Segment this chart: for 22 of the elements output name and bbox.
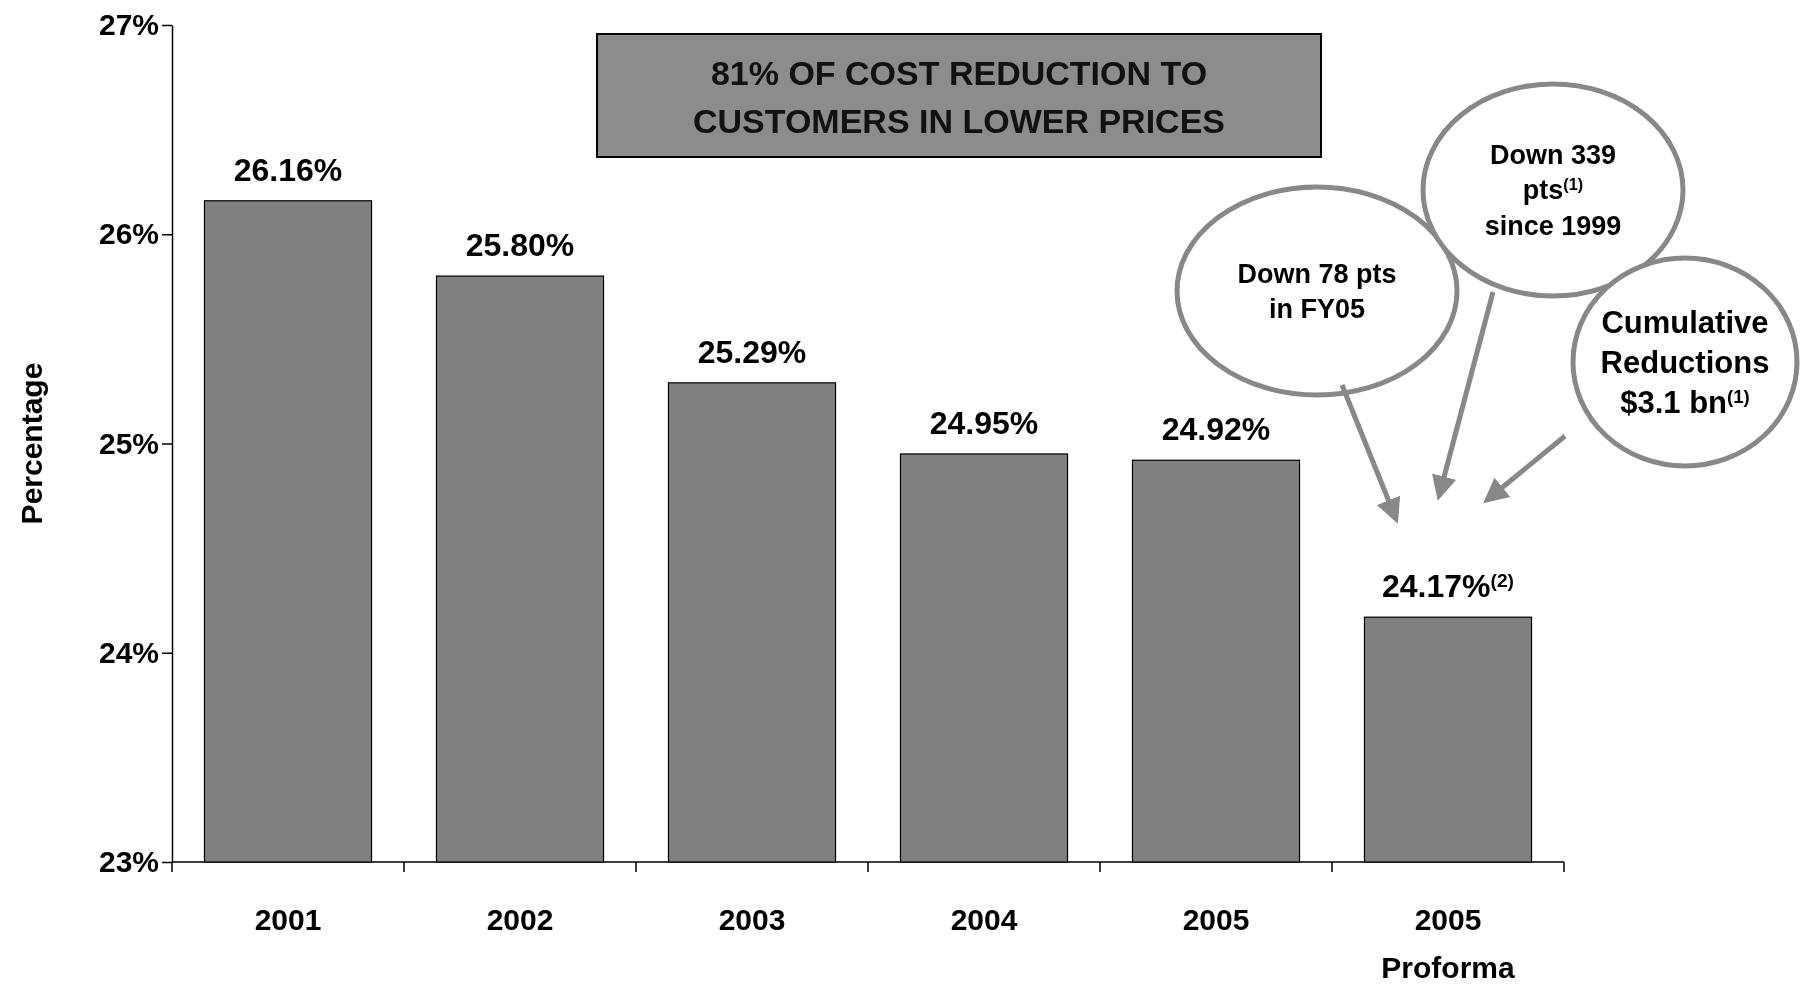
- data-label: 24.92%: [1161, 411, 1271, 448]
- y-tick-label: 24%: [98, 635, 159, 669]
- x-tick-label: 2005 Proforma: [1381, 903, 1515, 984]
- x-tick-label: 2002: [486, 903, 554, 936]
- x-tick-label: 2003: [718, 903, 786, 936]
- text: Cumulative Reductions $3.1 bn$^{(1)}$: [1600, 304, 1770, 421]
- data-label: 25.29%: [697, 333, 807, 370]
- y-tick-label: 27%: [98, 8, 159, 42]
- y-tick-label: 25%: [98, 426, 159, 460]
- title-box: 81% OF COST REDUCTION TO CUSTOMERS IN LOWER PRICES: [596, 33, 1322, 158]
- y-tick-label: 23%: [98, 845, 159, 879]
- x-tick-label: 2001: [254, 903, 322, 936]
- data-label: 26.16%: [233, 151, 343, 188]
- data-label: 24.95%: [929, 404, 1039, 441]
- data-label: 24.17%$^{(2)}$: [1382, 568, 1514, 605]
- y-axis-title: Percentage: [15, 362, 48, 525]
- x-tick-label: 2004: [950, 903, 1018, 936]
- y-tick-label: 26%: [98, 217, 159, 251]
- annotation: Down 339 pts$^{(1)}$ since 1999: [1484, 140, 1622, 241]
- annotation: Down 78 pts in FY05: [1237, 258, 1397, 324]
- x-tick-label: 2005: [1182, 903, 1250, 936]
- data-label: 25.80%: [465, 227, 575, 264]
